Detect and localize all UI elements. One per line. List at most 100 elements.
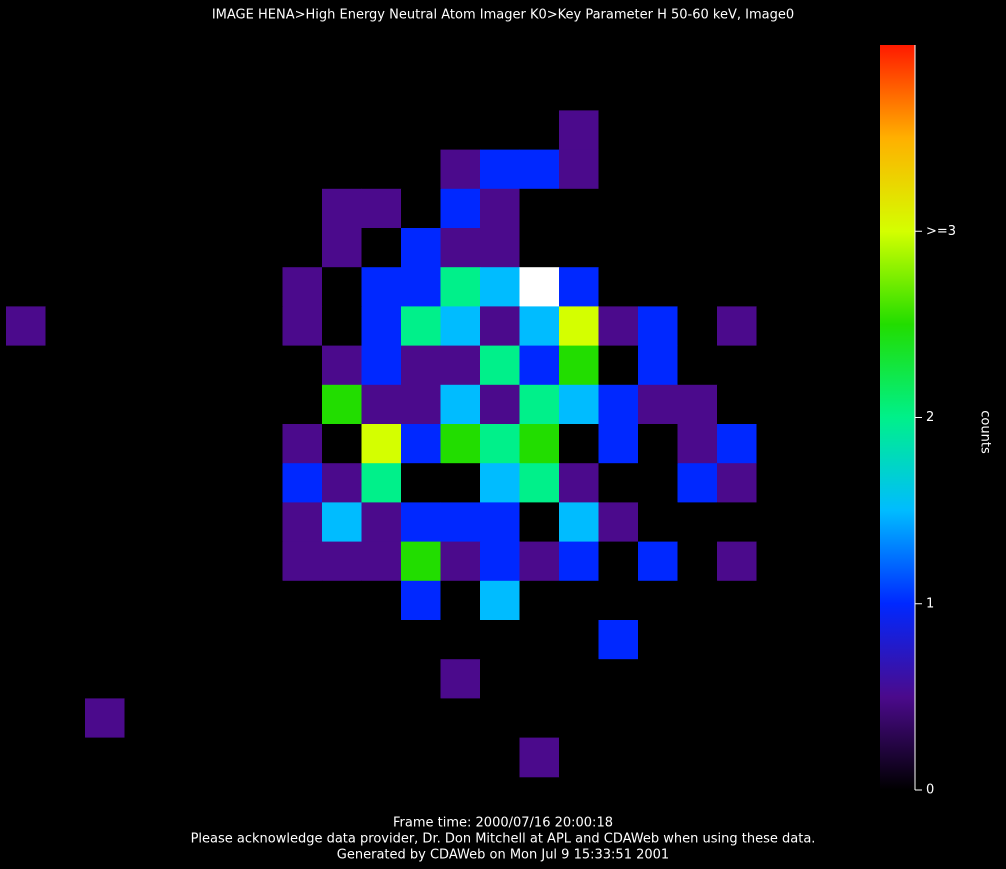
heatmap-cell — [203, 228, 244, 268]
heatmap-cell — [559, 228, 599, 268]
heatmap-cell — [203, 384, 244, 425]
heatmap-cell — [559, 71, 599, 111]
heatmap-cell — [638, 228, 678, 268]
heatmap-cell — [45, 384, 86, 425]
heatmap-cell — [361, 424, 402, 464]
heatmap-cell — [677, 71, 718, 111]
heatmap-cell — [756, 188, 797, 229]
heatmap-cell — [519, 267, 560, 307]
heatmap-cell — [6, 306, 46, 347]
heatmap-cell — [480, 463, 520, 503]
heatmap-cell — [401, 188, 441, 229]
heatmap-cell — [243, 737, 283, 778]
heatmap-cell — [85, 541, 125, 582]
heatmap-cell — [480, 110, 520, 151]
heatmap-cell — [519, 306, 560, 347]
heatmap-cell — [322, 188, 362, 229]
heatmap-cell — [677, 345, 718, 386]
heatmap-cell — [638, 502, 678, 543]
heatmap-cell — [440, 620, 481, 660]
heatmap-cell — [322, 267, 362, 307]
heatmap-cell — [598, 698, 639, 739]
heatmap-cell — [598, 541, 639, 582]
heatmap-cell — [559, 541, 599, 582]
heatmap-cell — [243, 659, 283, 699]
heatmap-cell — [322, 698, 362, 739]
heatmap-cell — [85, 698, 125, 739]
heatmap-cell — [677, 267, 718, 307]
heatmap-cell — [401, 463, 441, 503]
heatmap-cell — [322, 502, 362, 543]
heatmap-cell — [243, 71, 283, 111]
heatmap-cell — [401, 267, 441, 307]
heatmap-cell — [519, 188, 560, 229]
heatmap-cell — [361, 345, 402, 386]
heatmap-cell — [85, 580, 125, 621]
heatmap-cell — [598, 659, 639, 699]
heatmap-cell — [440, 424, 481, 464]
heatmap-cell — [480, 345, 520, 386]
heatmap-cell — [717, 698, 757, 739]
heatmap-cell — [203, 580, 244, 621]
heatmap-cell — [164, 110, 204, 151]
heatmap-cell — [717, 188, 757, 229]
heatmap-cell — [677, 110, 718, 151]
heatmap-cell — [480, 698, 520, 739]
heatmap-cell — [164, 149, 204, 190]
heatmap-cell — [598, 188, 639, 229]
heatmap-cell — [85, 345, 125, 386]
heatmap-cell — [756, 267, 797, 307]
heatmap-cell — [124, 110, 165, 151]
heatmap-cell — [756, 463, 797, 503]
heatmap-cell — [45, 463, 86, 503]
heatmap-cell — [203, 71, 244, 111]
heatmap-cell — [401, 502, 441, 543]
heatmap-cell — [480, 32, 520, 72]
heatmap-cell — [282, 32, 323, 72]
heatmap-cell — [243, 267, 283, 307]
heatmap-cell — [45, 541, 86, 582]
heatmap-cell — [519, 110, 560, 151]
heatmap-cell — [6, 659, 46, 699]
heatmap-cell — [756, 541, 797, 582]
heatmap-cell — [85, 267, 125, 307]
heatmap-cell — [322, 149, 362, 190]
heatmap-cell — [124, 384, 165, 425]
heatmap-cell — [6, 463, 46, 503]
heatmap-cell — [282, 306, 323, 347]
heatmap-cell — [677, 228, 718, 268]
heatmap-cell — [282, 463, 323, 503]
heatmap-cell — [203, 267, 244, 307]
heatmap-cell — [440, 502, 481, 543]
heatmap-cell — [203, 149, 244, 190]
heatmap-cell — [440, 463, 481, 503]
heatmap-cell — [85, 149, 125, 190]
heatmap-cell — [440, 228, 481, 268]
heatmap-cell — [559, 345, 599, 386]
heatmap-cell — [480, 306, 520, 347]
heatmap-cell — [519, 463, 560, 503]
heatmap-cell — [440, 71, 481, 111]
heatmap-cell — [124, 71, 165, 111]
heatmap-cell — [440, 32, 481, 72]
heatmap-cell — [638, 267, 678, 307]
heatmap-cell — [440, 737, 481, 778]
heatmap-cell — [756, 306, 797, 347]
heatmap-cell — [45, 228, 86, 268]
heatmap-cell — [717, 384, 757, 425]
heatmap-cell — [440, 541, 481, 582]
heatmap-cell — [282, 267, 323, 307]
heatmap-cell — [85, 228, 125, 268]
heatmap-cell — [361, 228, 402, 268]
heatmap-cell — [598, 149, 639, 190]
heatmap-cell — [559, 32, 599, 72]
heatmap-cell — [677, 541, 718, 582]
heatmap-cell — [85, 502, 125, 543]
heatmap-cell — [164, 463, 204, 503]
footer-line: Please acknowledge data provider, Dr. Do… — [191, 832, 816, 847]
heatmap-cell — [203, 502, 244, 543]
heatmap-cell — [638, 463, 678, 503]
heatmap-cell — [598, 306, 639, 347]
heatmap-cell — [480, 580, 520, 621]
heatmap-cell — [559, 188, 599, 229]
